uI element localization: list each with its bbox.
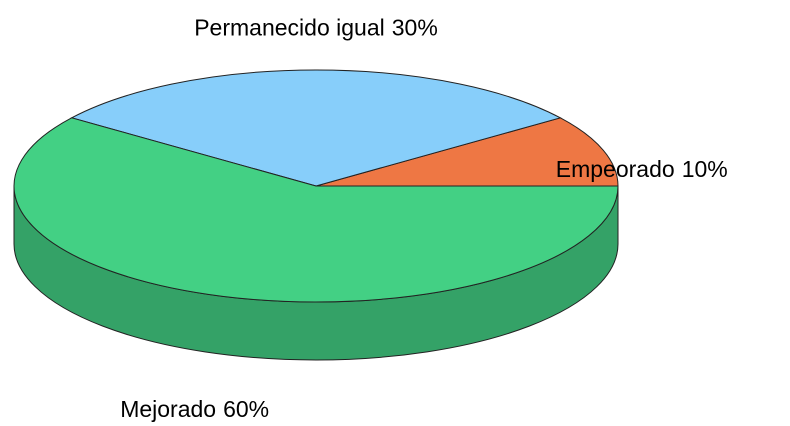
category-label: Permanecido igual [194, 14, 385, 40]
slice-label: Mejorado 60% [120, 396, 269, 422]
value-label: 30% [392, 14, 438, 40]
slice [315, 117, 619, 187]
value-label: 10% [682, 156, 728, 182]
slice-label: Empeorado 10% [556, 156, 728, 182]
category-label: Empeorado [556, 156, 675, 182]
slice [13, 117, 619, 303]
slice-label: Permanecido igual 30% [194, 14, 438, 40]
slice [70, 69, 562, 187]
value-label: 60% [223, 396, 269, 422]
category-label: Mejorado [120, 396, 216, 422]
